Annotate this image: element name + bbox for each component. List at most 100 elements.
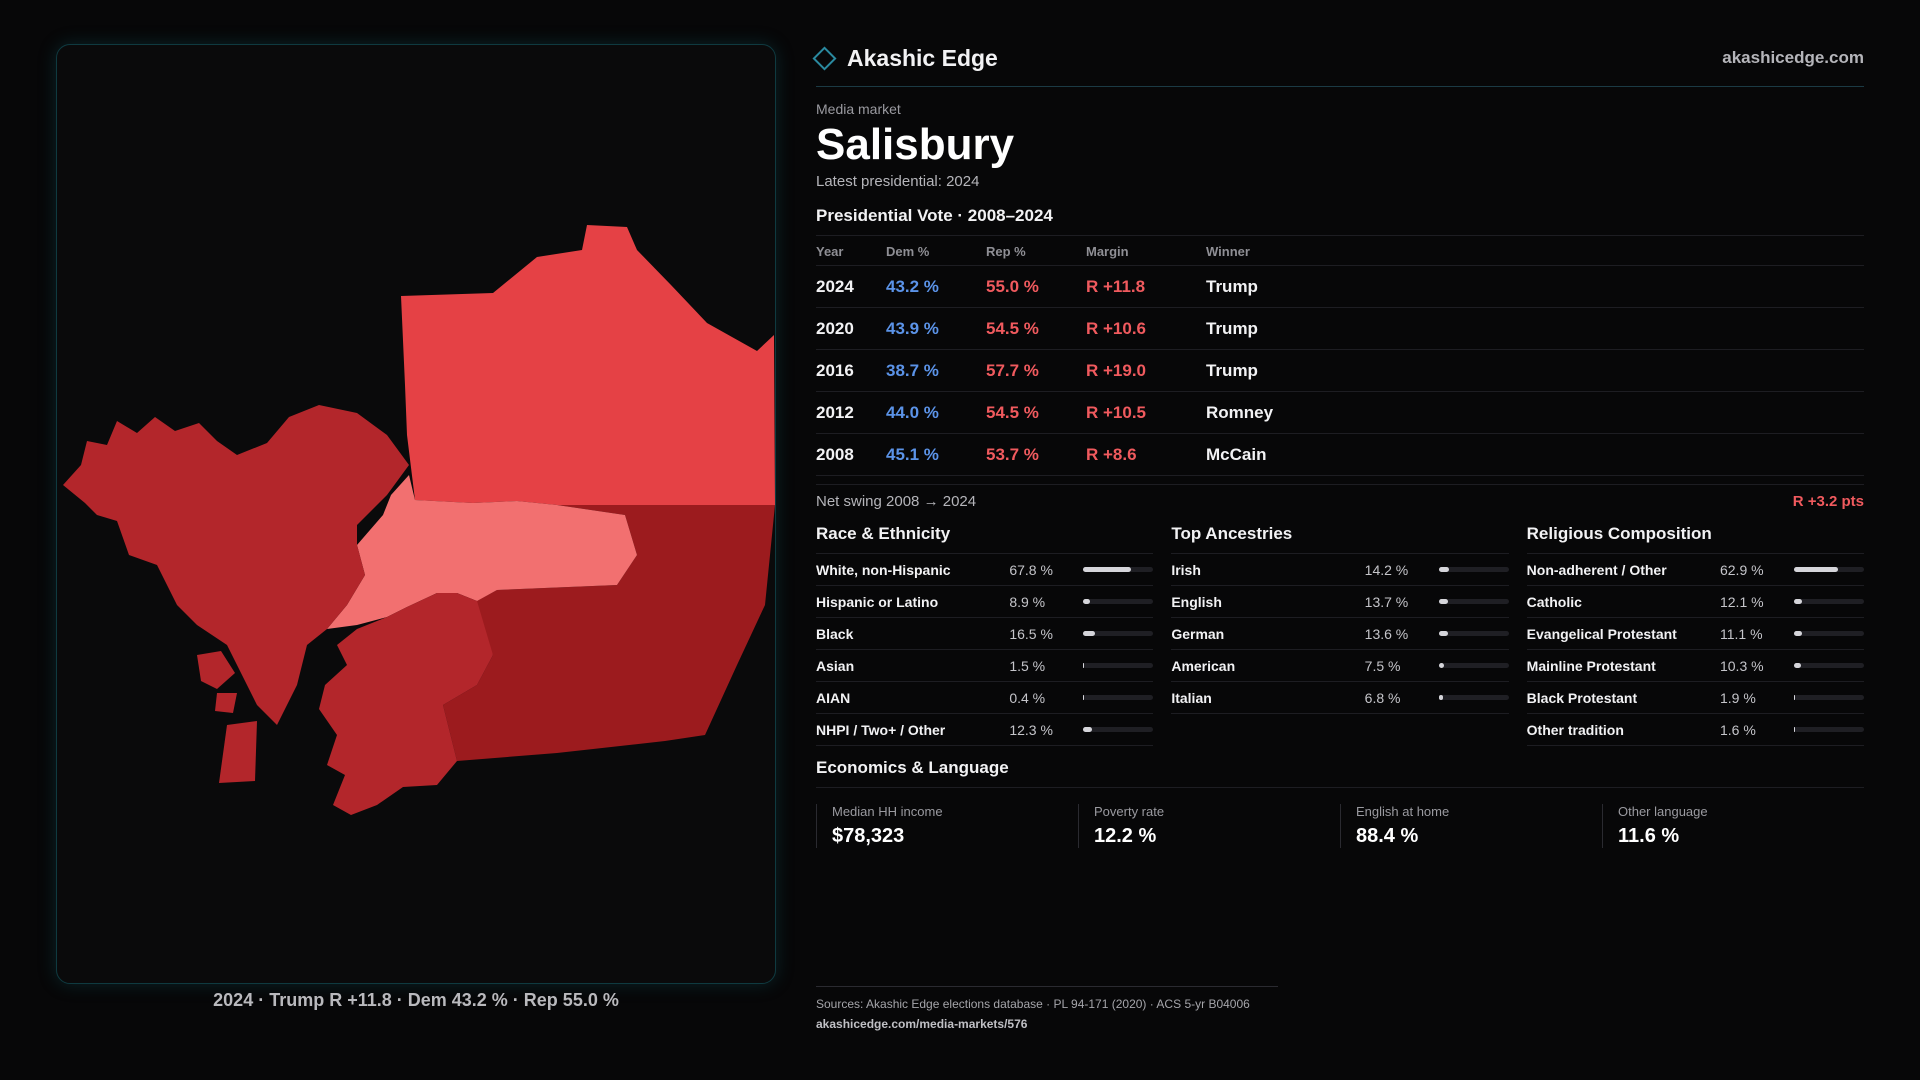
list-item: Other tradition 1.6 % xyxy=(1526,714,1864,746)
map-panel[interactable] xyxy=(56,44,776,984)
margin-cell: R +19.0 xyxy=(1086,349,1206,392)
county-west[interactable] xyxy=(63,405,409,725)
econ-card: English at home 88.4 % xyxy=(1340,804,1588,848)
source-url-link[interactable]: akashicedge.com/media-markets/576 xyxy=(816,1017,1028,1031)
island-1[interactable] xyxy=(219,721,257,783)
race-column: Race & Ethnicity White, non-Hispanic 67.8… xyxy=(816,524,1154,746)
winner-cell: Trump xyxy=(1206,307,1864,350)
market-eyebrow: Media market xyxy=(816,101,901,117)
island-2[interactable] xyxy=(197,651,235,689)
site-link[interactable]: akashicedge.com xyxy=(1722,48,1864,67)
item-label: AIAN xyxy=(816,689,851,706)
ancestry-title: Top Ancestries xyxy=(1171,524,1509,554)
share-bar-fill xyxy=(1793,663,1802,668)
religion-title: Religious Composition xyxy=(1526,524,1864,554)
item-label: American xyxy=(1171,657,1236,674)
margin-cell: R +10.6 xyxy=(1086,307,1206,350)
county-southeast[interactable] xyxy=(443,505,775,761)
item-value: 6.8 % xyxy=(1364,689,1401,706)
share-bar xyxy=(1438,567,1509,572)
item-value: 13.6 % xyxy=(1364,625,1409,642)
island-3[interactable] xyxy=(215,693,237,713)
details-panel: Akashic Edge akashicedge.com Media marke… xyxy=(812,40,1864,848)
item-label: Mainline Protestant xyxy=(1526,657,1656,674)
item-label: German xyxy=(1171,625,1225,642)
col-margin: Margin xyxy=(1086,236,1206,266)
share-bar-fill xyxy=(1438,631,1449,636)
dem-cell: 38.7 % xyxy=(886,349,986,392)
list-item: Italian 6.8 % xyxy=(1171,682,1509,714)
rep-cell: 55.0 % xyxy=(986,265,1086,308)
share-bar-fill xyxy=(1083,599,1090,604)
econ-label: Other language xyxy=(1618,804,1708,819)
share-bar xyxy=(1083,567,1154,572)
share-bar-fill xyxy=(1438,663,1444,668)
brand[interactable]: Akashic Edge xyxy=(812,44,998,72)
economics-grid: Median HH income $78,323 Poverty rate 12… xyxy=(816,804,1864,848)
item-value: 11.1 % xyxy=(1719,625,1763,642)
item-label: Catholic xyxy=(1526,593,1582,610)
item-value: 7.5 % xyxy=(1364,657,1401,674)
econ-value: $78,323 xyxy=(832,825,905,847)
page-title: Salisbury xyxy=(816,120,1015,169)
col-winner: Winner xyxy=(1206,236,1864,266)
econ-card: Other language 11.6 % xyxy=(1602,804,1850,848)
item-value: 62.9 % xyxy=(1719,561,1764,578)
item-value: 67.8 % xyxy=(1009,561,1053,578)
brand-name: Akashic Edge xyxy=(847,44,998,71)
swing-label: Net swing 2008 → 2024 xyxy=(816,493,977,510)
table-row: 2012 44.0 % 54.5 % R +10.5 Romney xyxy=(816,391,1864,434)
sources-text: Sources: Akashic Edge elections database… xyxy=(816,997,1250,1011)
econ-label: Poverty rate xyxy=(1094,804,1165,819)
share-bar-fill xyxy=(1083,567,1131,572)
item-label: Hispanic or Latino xyxy=(816,593,939,610)
dem-cell: 43.9 % xyxy=(886,307,986,350)
share-bar-fill xyxy=(1793,727,1796,732)
item-value: 13.7 % xyxy=(1364,593,1409,610)
dem-cell: 43.2 % xyxy=(886,265,986,308)
county-southwest[interactable] xyxy=(319,593,493,815)
item-value: 1.5 % xyxy=(1009,657,1046,674)
share-bar xyxy=(1083,663,1154,668)
list-item: English 13.7 % xyxy=(1171,586,1509,618)
share-bar xyxy=(1083,599,1154,604)
share-bar-fill xyxy=(1083,663,1085,668)
share-bar xyxy=(1793,663,1864,668)
winner-cell: Trump xyxy=(1206,265,1864,308)
map-caption: 2024 · Trump R +11.8 · Dem 43.2 % · Rep … xyxy=(213,990,619,1010)
year-cell: 2012 xyxy=(816,391,886,434)
item-label: English xyxy=(1171,593,1222,610)
dem-cell: 44.0 % xyxy=(886,391,986,434)
county-north[interactable] xyxy=(401,225,775,505)
share-bar-fill xyxy=(1793,631,1802,636)
list-item: White, non-Hispanic 67.8 % xyxy=(816,554,1154,586)
diamond-logo-icon xyxy=(812,45,837,71)
margin-cell: R +8.6 xyxy=(1086,433,1206,476)
race-title: Race & Ethnicity xyxy=(816,524,1154,554)
econ-label: English at home xyxy=(1356,804,1450,819)
margin-cell: R +10.5 xyxy=(1086,391,1206,434)
share-bar-fill xyxy=(1793,695,1796,700)
item-label: Irish xyxy=(1171,561,1201,578)
county-central[interactable] xyxy=(327,475,637,629)
latest-presidential: Latest presidential: 2024 xyxy=(816,173,980,190)
list-item: American 7.5 % xyxy=(1171,650,1509,682)
share-bar xyxy=(1438,631,1509,636)
presidential-title: Presidential Vote · 2008–2024 xyxy=(816,206,1864,236)
list-item: German 13.6 % xyxy=(1171,618,1509,650)
presidential-table: Year Dem % Rep % Margin Winner 2024 43.2… xyxy=(816,236,1864,476)
list-item: Non-adherent / Other 62.9 % xyxy=(1526,554,1864,586)
share-bar xyxy=(1083,727,1154,732)
item-value: 10.3 % xyxy=(1719,657,1764,674)
dem-cell: 45.1 % xyxy=(886,433,986,476)
item-label: Non-adherent / Other xyxy=(1526,561,1667,578)
econ-value: 11.6 % xyxy=(1618,825,1680,847)
sources: Sources: Akashic Edge elections database… xyxy=(816,986,1278,1031)
rep-cell: 54.5 % xyxy=(986,391,1086,434)
item-label: Asian xyxy=(816,657,855,674)
winner-cell: McCain xyxy=(1206,433,1864,476)
county-map[interactable] xyxy=(57,45,775,983)
item-value: 0.4 % xyxy=(1009,689,1046,706)
year-cell: 2016 xyxy=(816,349,886,392)
share-bar xyxy=(1083,695,1154,700)
